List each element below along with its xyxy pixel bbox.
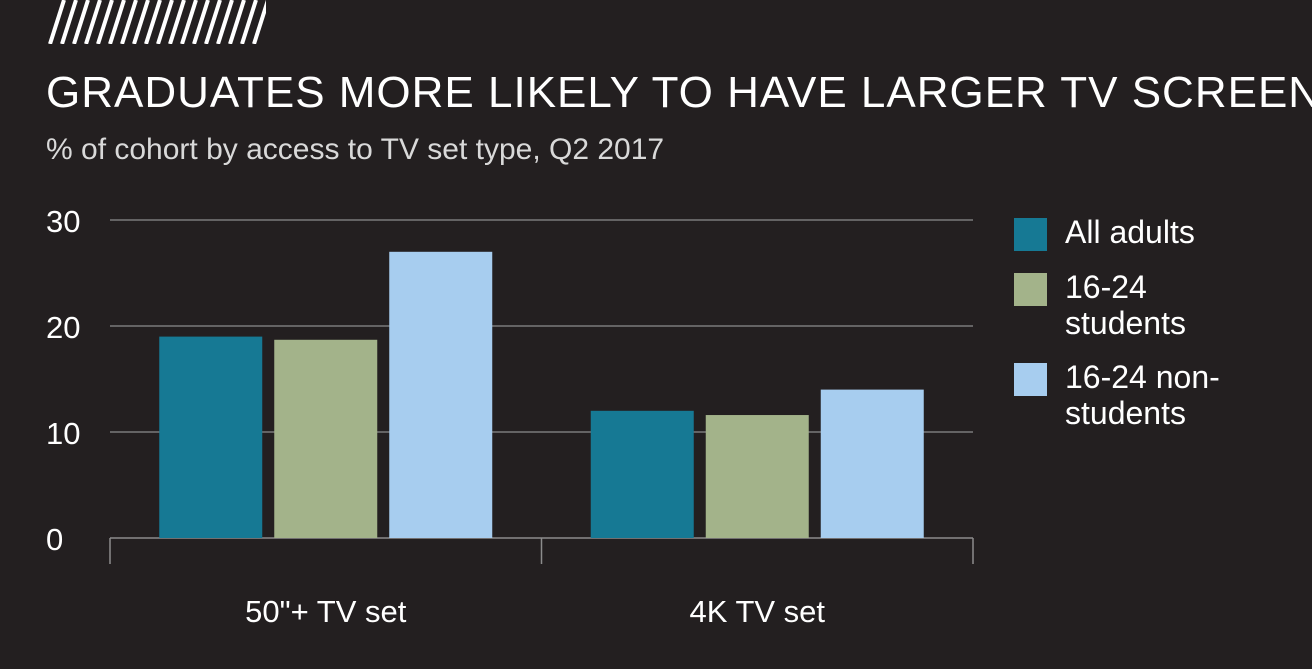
- hatch-stripe: [252, 0, 266, 44]
- y-tick-label: 10: [46, 416, 80, 451]
- chart-subtitle: % of cohort by access to TV set type, Q2…: [46, 133, 665, 166]
- decorative-hatch-pattern: [48, 0, 266, 44]
- hatch-stripe: [132, 0, 150, 44]
- legend-label: 16-24 students: [1065, 269, 1186, 341]
- bar: [389, 251, 493, 539]
- hatch-stripe: [240, 0, 258, 44]
- legend-item-16-24-students: 16-24 students: [1014, 269, 1304, 341]
- legend-swatch: [1014, 363, 1047, 396]
- hatch-stripe: [120, 0, 138, 44]
- hatch-stripe: [144, 0, 162, 44]
- hatch-stripe: [192, 0, 210, 44]
- legend-item-16-24-non-students: 16-24 non-students: [1014, 359, 1304, 431]
- legend-label: 16-24 non-students: [1065, 359, 1220, 431]
- y-tick-label: 0: [46, 522, 63, 557]
- chart-legend: All adults 16-24 students 16-24 non-stud…: [1014, 214, 1304, 449]
- legend-label: All adults: [1065, 214, 1195, 250]
- legend-swatch: [1014, 273, 1047, 306]
- bar: [820, 389, 924, 538]
- bar: [159, 336, 263, 538]
- bar-chart: 0 10 20 30 50"+ TV set 4K TV set: [46, 204, 974, 629]
- x-tick-label: 4K TV set: [689, 594, 825, 629]
- legend-item-all-adults: All adults: [1014, 214, 1304, 251]
- hatch-stripe: [72, 0, 90, 44]
- hatch-stripe: [156, 0, 174, 44]
- hatch-stripe: [228, 0, 246, 44]
- hatch-stripe: [60, 0, 78, 44]
- hatch-stripe: [216, 0, 234, 44]
- hatch-stripe: [96, 0, 114, 44]
- bar: [274, 339, 378, 538]
- hatch-stripe: [168, 0, 186, 44]
- hatch-stripe: [108, 0, 126, 44]
- bar: [705, 415, 809, 538]
- bar: [590, 410, 694, 538]
- x-tick-label: 50"+ TV set: [245, 594, 407, 629]
- y-tick-label: 20: [46, 310, 80, 345]
- y-tick-label: 30: [46, 204, 80, 239]
- chart-title: GRADUATES MORE LIKELY TO HAVE LARGER TV …: [46, 68, 1312, 117]
- legend-swatch: [1014, 218, 1047, 251]
- hatch-stripe: [204, 0, 222, 44]
- hatch-stripe: [180, 0, 198, 44]
- hatch-stripe: [48, 0, 66, 44]
- hatch-stripe: [84, 0, 102, 44]
